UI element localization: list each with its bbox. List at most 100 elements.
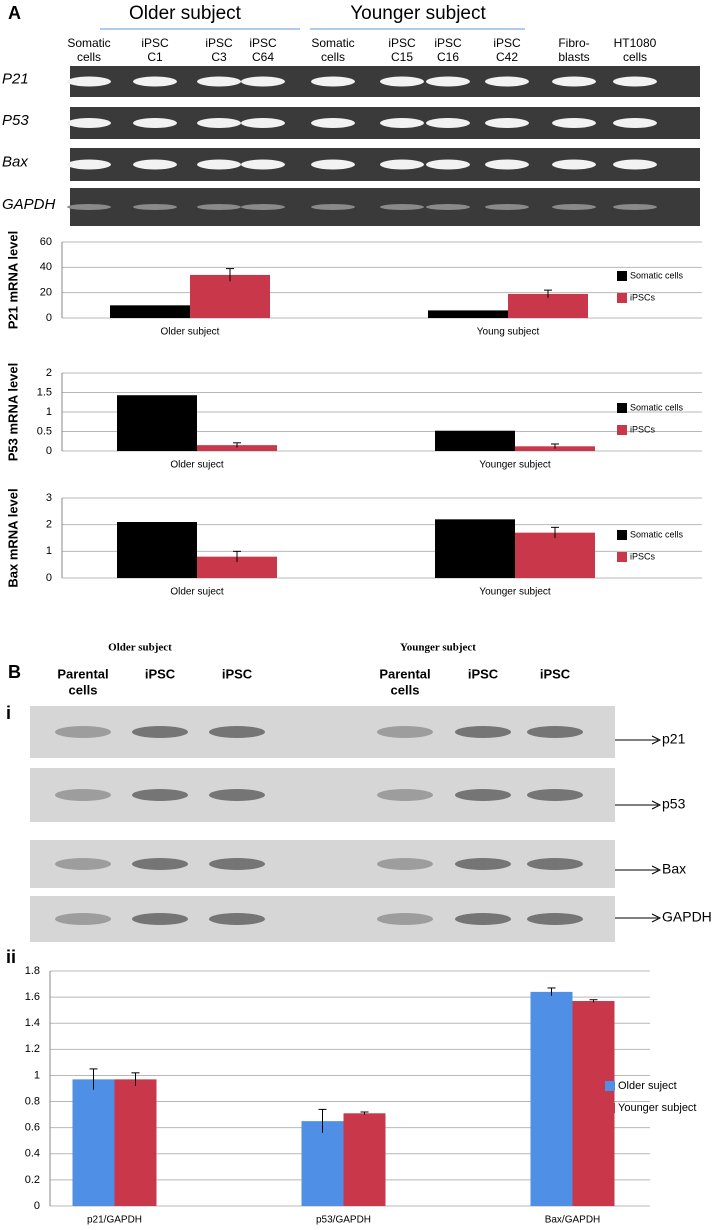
lane-label: C16: [437, 50, 459, 64]
lane-label: iPSC: [205, 36, 233, 50]
gel-band: [197, 118, 241, 128]
y-tick-label: 0.5: [37, 425, 52, 437]
panel-label: i: [6, 703, 11, 723]
legend-swatch: [617, 403, 627, 413]
bar: [117, 522, 197, 578]
y-tick-label: 1: [46, 406, 52, 418]
error-bar: [131, 1072, 140, 1086]
blot-band: [55, 858, 111, 870]
gel-band: [133, 204, 177, 210]
lane-label: cells: [77, 50, 101, 64]
group-label: Younger subject: [350, 3, 486, 24]
blot-band: [377, 789, 433, 801]
bar: [435, 430, 515, 451]
x-tick-label: Bax/GAPDH: [545, 1215, 601, 1226]
y-tick-label: 1: [46, 545, 52, 557]
lane-label: Parental: [57, 666, 108, 681]
arrow-head: [651, 865, 662, 875]
lane-label: cells: [321, 50, 345, 64]
gel-row-label: Bax: [2, 153, 28, 170]
x-tick-label: Older subject: [161, 327, 220, 338]
gel-band: [485, 118, 529, 128]
gel-band: [133, 118, 177, 128]
error-bar: [233, 550, 241, 562]
legend-swatch: [617, 552, 627, 562]
blot-band: [55, 789, 111, 801]
lane-label: iPSC: [222, 666, 253, 681]
bar: [343, 1113, 386, 1206]
y-tick-label: 60: [40, 236, 52, 248]
bar: [197, 556, 277, 578]
lane-label: HT1080: [614, 36, 657, 50]
bar: [530, 991, 573, 1206]
bar: [508, 293, 588, 318]
panel-label: B: [8, 662, 21, 682]
band-label: GAPDH: [662, 909, 712, 925]
legend-swatch: [617, 271, 627, 281]
y-tick-label: 0.8: [25, 1095, 40, 1107]
bar: [301, 1121, 344, 1206]
gel-band: [241, 118, 285, 128]
arrow-head: [651, 800, 662, 810]
lane-label: cells: [391, 682, 420, 697]
lane-label: C1: [147, 50, 163, 64]
x-tick-label: p53/GAPDH: [316, 1215, 371, 1226]
legend-label: Somatic cells: [630, 402, 684, 412]
y-tick-label: 0: [46, 445, 52, 457]
gel-band: [241, 159, 285, 170]
error-bar: [589, 999, 598, 1003]
y-tick-label: 40: [40, 261, 52, 273]
gel-band: [133, 76, 177, 87]
band-label: p21: [662, 731, 686, 747]
gel-band: [552, 159, 596, 170]
lane-label: Parental: [379, 666, 430, 681]
x-tick-label: p21/GAPDH: [87, 1215, 142, 1226]
legend-swatch: [605, 1081, 615, 1091]
gel-band: [552, 76, 596, 87]
y-tick-label: 2: [46, 519, 52, 531]
x-tick-label: Older suject: [170, 587, 224, 598]
gel-band: [380, 204, 424, 210]
lane-label: blasts: [558, 50, 589, 64]
gel-band: [485, 159, 529, 170]
error-bar: [551, 443, 559, 449]
legend-label: Somatic cells: [630, 529, 684, 539]
gel-band: [426, 118, 470, 128]
lane-label: C64: [252, 50, 274, 64]
gel-band: [311, 76, 355, 87]
panel-label: A: [8, 3, 21, 23]
lane-label: C15: [391, 50, 413, 64]
blot-band: [132, 789, 188, 801]
y-tick-label: 0: [46, 572, 52, 584]
error-bar: [233, 442, 241, 448]
error-bar: [318, 1108, 327, 1133]
lane-label: iPSC: [468, 666, 499, 681]
gel-band: [133, 159, 177, 170]
bar: [114, 1079, 157, 1206]
gel-band: [426, 204, 470, 210]
blot-band: [55, 913, 111, 925]
blot-band: [527, 858, 583, 870]
legend-swatch: [617, 425, 627, 435]
lane-label: cells: [69, 682, 98, 697]
legend-label: iPSCs: [630, 424, 656, 434]
band-label: p53: [662, 796, 686, 812]
gel-band: [197, 76, 241, 87]
blot-band: [377, 913, 433, 925]
lane-label: C3: [211, 50, 227, 64]
error-bar: [226, 268, 234, 282]
group-label: Younger subject: [400, 642, 476, 654]
error-bar: [89, 1068, 98, 1090]
bar: [435, 519, 515, 578]
legend-label: Younger subject: [618, 1102, 697, 1114]
blot-image: [30, 896, 615, 942]
blot-band: [455, 913, 511, 925]
lane-label: iPSC: [493, 36, 521, 50]
blot-band: [132, 726, 188, 738]
error-bar: [544, 289, 552, 298]
legend-swatch: [617, 530, 627, 540]
gel-band: [67, 118, 111, 128]
blot-image: [30, 706, 615, 758]
gel-row-label: GAPDH: [2, 196, 56, 213]
blot-band: [132, 858, 188, 870]
